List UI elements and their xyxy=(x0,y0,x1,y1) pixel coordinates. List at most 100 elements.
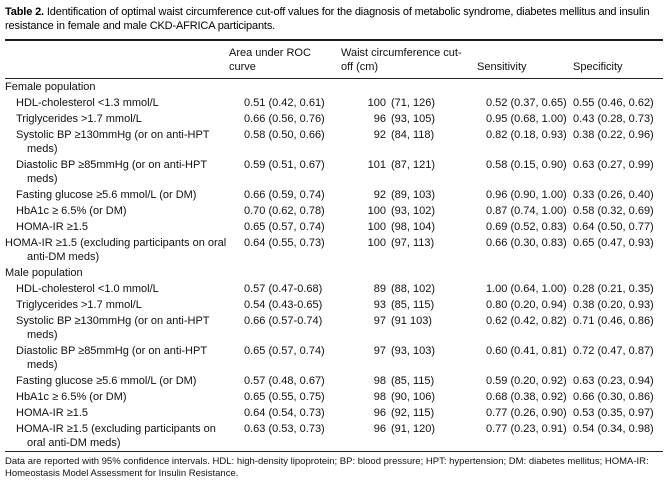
waist-cutoff-cell: 93 (85, 115) xyxy=(341,297,477,313)
sensitivity-cell: 1.00 (0.64, 1.00) xyxy=(486,283,567,295)
waist-cutoff-cell: 101 (87, 121) xyxy=(341,157,477,187)
sensitivity-cell: 0.80 (0.20, 0.94) xyxy=(486,299,567,311)
table-row: HOMA-IR ≥1.5 0.65 (0.57, 0.74) 100 (98, 104… xyxy=(5,219,663,235)
waist-cutoff-value: 98 xyxy=(373,391,386,403)
sensitivity-cell: 0.87 (0.74, 1.00) xyxy=(486,205,567,217)
table-row: HbA1c ≥ 6.5% (or DM) 0.65 (0.55, 0.75) 98 (… xyxy=(5,389,663,405)
section-header: Male population xyxy=(5,267,83,279)
waist-cutoff-cell: 97 (93, 103) xyxy=(341,343,477,373)
auc-cell: 0.65 (0.57, 0.74) xyxy=(244,345,325,357)
waist-cutoff-ci: (92, 115) xyxy=(391,407,435,419)
specificity-cell: 0.66 (0.30, 0.86) xyxy=(573,391,654,403)
auc-cell: 0.57 (0.48, 0.67) xyxy=(244,375,325,387)
table-footnote: Data are reported with 95% confidence in… xyxy=(5,456,649,479)
row-label: Diastolic BP ≥85mmHg (or on anti-HPT med… xyxy=(16,345,207,371)
section-header: Female population xyxy=(5,81,96,93)
waist-cutoff-value: 92 xyxy=(373,129,386,141)
row-label: Fasting glucose ≥5.6 mmol/L (or DM) xyxy=(16,189,197,201)
specificity-cell: 0.63 (0.23, 0.94) xyxy=(573,375,654,387)
waist-cutoff-value: 96 xyxy=(373,423,386,435)
row-label: Systolic BP ≥130mmHg (or on anti-HPT med… xyxy=(16,315,210,341)
specificity-cell: 0.53 (0.35, 0.97) xyxy=(573,407,654,419)
waist-cutoff-cell: 100 (97, 113) xyxy=(341,235,477,265)
specificity-cell: 0.55 (0.46, 0.62) xyxy=(573,97,654,109)
waist-cutoff-ci: (89, 103) xyxy=(391,189,436,201)
waist-cutoff-value: 96 xyxy=(373,113,386,125)
waist-cutoff-value: 97 xyxy=(373,345,386,357)
specificity-cell: 0.64 (0.50, 0.77) xyxy=(573,221,654,233)
row-label: HOMA-IR ≥1.5 xyxy=(16,221,89,233)
row-label: Triglycerides >1.7 mmol/L xyxy=(16,113,142,125)
waist-cutoff-cell: 100 (98, 104) xyxy=(341,219,477,235)
specificity-cell: 0.71 (0.46, 0.86) xyxy=(573,315,654,327)
auc-cell: 0.54 (0.43-0.65) xyxy=(244,299,323,311)
auc-cell: 0.66 (0.59, 0.74) xyxy=(244,189,325,201)
specificity-cell: 0.65 (0.47, 0.93) xyxy=(573,237,654,249)
table-row: Fasting glucose ≥5.6 mmol/L (or DM) 0.57 … xyxy=(5,373,663,389)
auc-cell: 0.66 (0.57-0.74) xyxy=(244,315,323,327)
sensitivity-cell: 0.62 (0.42, 0.82) xyxy=(486,315,567,327)
row-label: Triglycerides >1.7 mmol/L xyxy=(16,299,142,311)
waist-cutoff-ci: (85, 115) xyxy=(391,375,435,387)
sensitivity-cell: 0.96 (0.90, 1.00) xyxy=(486,189,567,201)
waist-cutoff-cell: 96 (92, 115) xyxy=(341,405,477,421)
waist-cutoff-ci: (91 103) xyxy=(391,315,432,327)
specificity-cell: 0.72 (0.47, 0.87) xyxy=(573,345,654,357)
waist-cutoff-value: 89 xyxy=(373,283,386,295)
waist-cutoff-value: 93 xyxy=(373,299,386,311)
row-label: HbA1c ≥ 6.5% (or DM) xyxy=(16,391,127,403)
specificity-cell: 0.54 (0.34, 0.98) xyxy=(573,423,654,435)
waist-cutoff-cell: 96 (91, 120) xyxy=(341,421,477,452)
sensitivity-cell: 0.68 (0.38, 0.92) xyxy=(486,391,567,403)
row-label: HbA1c ≥ 6.5% (or DM) xyxy=(16,205,127,217)
row-label: HOMA-IR ≥1.5 (excluding participants on … xyxy=(16,423,216,449)
waist-cutoff-value: 101 xyxy=(367,159,386,171)
specificity-cell: 0.63 (0.27, 0.99) xyxy=(573,159,654,171)
sensitivity-cell: 0.52 (0.37, 0.65) xyxy=(486,97,567,109)
table-caption: Table 2. Identification of optimal waist… xyxy=(5,5,663,33)
auc-cell: 0.70 (0.62, 0.78) xyxy=(244,205,325,217)
column-header-sensitivity: Sensitivity xyxy=(477,41,573,79)
waist-cutoff-cell: 92 (84, 118) xyxy=(341,127,477,157)
waist-cutoff-cell: 96 (93, 105) xyxy=(341,111,477,127)
table-row: Systolic BP ≥130mmHg (or on anti-HPT med… xyxy=(5,313,663,343)
auc-cell: 0.65 (0.57, 0.74) xyxy=(244,221,325,233)
sensitivity-cell: 0.69 (0.52, 0.83) xyxy=(486,221,567,233)
waist-cutoff-ci: (90, 106) xyxy=(391,391,436,403)
waist-cutoff-cell: 97 (91 103) xyxy=(341,313,477,343)
top-rule xyxy=(5,39,663,41)
waist-cutoff-value: 100 xyxy=(367,205,386,217)
row-label: Diastolic BP ≥85mmHg (or on anti-HPT med… xyxy=(16,159,207,185)
auc-cell: 0.64 (0.54, 0.73) xyxy=(244,407,325,419)
table-row: Fasting glucose ≥5.6 mmol/L (or DM) 0.66 … xyxy=(5,187,663,203)
sensitivity-cell: 0.59 (0.20, 0.92) xyxy=(486,375,567,387)
waist-cutoff-cell: 98 (85, 115) xyxy=(341,373,477,389)
auc-cell: 0.59 (0.51, 0.67) xyxy=(244,159,325,171)
waist-cutoff-ci: (93, 102) xyxy=(391,205,436,217)
column-header-waist-cutoff: Waist circumference cut-off (cm) xyxy=(341,41,477,79)
sensitivity-cell: 0.58 (0.15, 0.90) xyxy=(486,159,567,171)
table-caption-text: Identification of optimal waist circumfe… xyxy=(5,6,650,32)
waist-cutoff-value: 92 xyxy=(373,189,386,201)
waist-cutoff-ci: (97, 113) xyxy=(391,237,435,249)
column-header-specificity: Specificity xyxy=(573,41,663,79)
sensitivity-cell: 0.77 (0.26, 0.90) xyxy=(486,407,567,419)
section-header-row: Female population xyxy=(5,79,663,96)
row-label: HOMA-IR ≥1.5 xyxy=(16,407,89,419)
header-row: Area under ROC curve Waist circumference… xyxy=(5,41,663,79)
auc-cell: 0.66 (0.56, 0.76) xyxy=(244,113,325,125)
waist-cutoff-ci: (98, 104) xyxy=(391,221,436,233)
specificity-cell: 0.58 (0.32, 0.69) xyxy=(573,205,654,217)
table-number-label: Table 2. xyxy=(5,6,44,18)
table-row: Systolic BP ≥130mmHg (or on anti-HPT med… xyxy=(5,127,663,157)
waist-cutoff-value: 98 xyxy=(373,375,386,387)
waist-cutoff-ci: (93, 103) xyxy=(391,345,436,357)
section-header-row: Male population xyxy=(5,265,663,281)
specificity-cell: 0.28 (0.21, 0.35) xyxy=(573,283,654,295)
waist-cutoff-cell: 98 (90, 106) xyxy=(341,389,477,405)
waist-cutoff-value: 97 xyxy=(373,315,386,327)
table-row: Triglycerides >1.7 mmol/L 0.66 (0.56, 0.7… xyxy=(5,111,663,127)
table-row: HDL-cholesterol <1.0 mmol/L 0.57 (0.47-0.… xyxy=(5,281,663,297)
row-label: HDL-cholesterol <1.3 mmol/L xyxy=(16,97,159,109)
